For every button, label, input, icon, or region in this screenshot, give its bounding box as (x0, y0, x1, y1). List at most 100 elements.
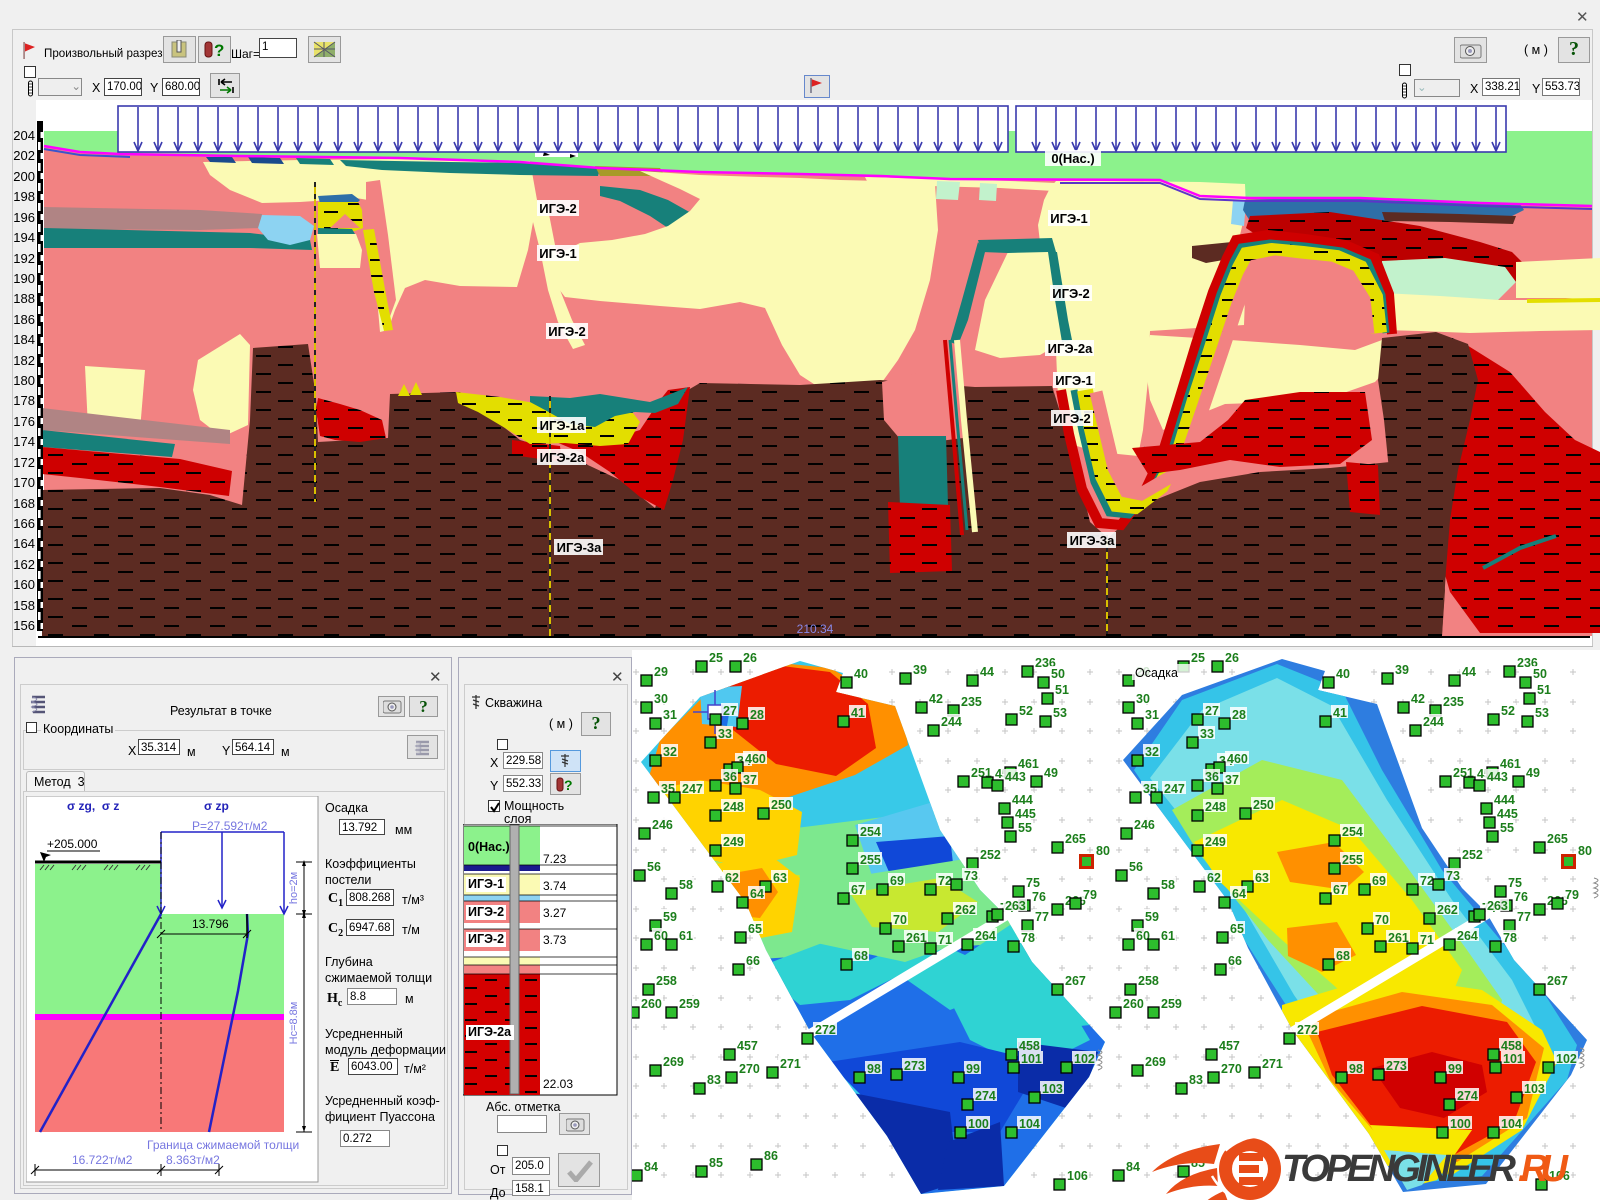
svg-text:67: 67 (851, 883, 865, 897)
svg-text:?: ? (564, 777, 573, 792)
svg-text:457: 457 (737, 1039, 758, 1053)
svg-text:461: 461 (1018, 757, 1039, 771)
svg-text:176: 176 (13, 414, 35, 429)
svg-text:29: 29 (654, 665, 668, 679)
svg-text:77: 77 (1517, 910, 1531, 924)
svg-text:85: 85 (709, 1156, 723, 1170)
svg-text:86: 86 (764, 1149, 778, 1163)
svg-text:186: 186 (13, 312, 35, 327)
svg-text:190: 190 (13, 271, 35, 286)
svg-text:80: 80 (1578, 844, 1592, 858)
svg-text:.RU: .RU (1518, 1148, 1570, 1190)
svg-text:Осадка: Осадка (1135, 666, 1178, 680)
svg-text:202: 202 (13, 148, 35, 163)
svg-text:ИГЭ-2а: ИГЭ-2а (540, 450, 586, 465)
svg-text:8.363т/м2: 8.363т/м2 (166, 1153, 220, 1167)
svg-text:ИГЭ-2а: ИГЭ-2а (1048, 341, 1094, 356)
svg-text:P=27.592т/м2: P=27.592т/м2 (192, 819, 268, 833)
svg-text:274: 274 (975, 1089, 996, 1103)
svg-text:53: 53 (1535, 706, 1549, 720)
svg-text:258: 258 (1138, 974, 1159, 988)
svg-text:172: 172 (13, 455, 35, 470)
svg-text:79: 79 (1083, 888, 1097, 902)
svg-text:445: 445 (1497, 807, 1518, 821)
svg-text:443: 443 (1487, 770, 1508, 784)
svg-text:98: 98 (867, 1062, 881, 1076)
svg-text:444: 444 (1494, 793, 1515, 807)
svg-text:170: 170 (13, 475, 35, 490)
svg-text:62: 62 (1207, 871, 1221, 885)
svg-text:ИГЭ-2: ИГЭ-2 (539, 201, 577, 216)
svg-text:263: 263 (1005, 899, 1026, 913)
svg-text:73: 73 (964, 869, 978, 883)
svg-text:0(Нас.): 0(Нас.) (468, 840, 510, 854)
svg-text:250: 250 (771, 798, 792, 812)
svg-text:75: 75 (1026, 876, 1040, 890)
svg-text:7.23: 7.23 (543, 852, 567, 866)
svg-text:164: 164 (13, 536, 35, 551)
svg-text:102: 102 (1074, 1052, 1095, 1066)
svg-text:30: 30 (1136, 692, 1150, 706)
svg-text:59: 59 (1145, 910, 1159, 924)
svg-text:66: 66 (1228, 954, 1242, 968)
svg-text:445: 445 (1015, 807, 1036, 821)
svg-text:59: 59 (663, 910, 677, 924)
svg-text:65: 65 (1230, 922, 1244, 936)
svg-text:263: 263 (1487, 899, 1508, 913)
svg-text:264: 264 (975, 929, 996, 943)
svg-text:55: 55 (1018, 821, 1032, 835)
svg-text:192: 192 (13, 251, 35, 266)
svg-text:101: 101 (1021, 1052, 1042, 1066)
svg-text:444: 444 (1012, 793, 1033, 807)
svg-text:249: 249 (723, 835, 744, 849)
svg-text:271: 271 (1262, 1057, 1283, 1071)
svg-text:69: 69 (1372, 874, 1386, 888)
svg-text:25: 25 (709, 651, 723, 665)
svg-text:63: 63 (1255, 871, 1269, 885)
svg-text:ИГЭ-3а: ИГЭ-3а (1070, 533, 1116, 548)
svg-text:ИГЭ-1: ИГЭ-1 (1055, 373, 1093, 388)
svg-text:36: 36 (723, 770, 737, 784)
svg-text:252: 252 (1462, 848, 1483, 862)
svg-text:13.796: 13.796 (192, 917, 229, 931)
svg-text:49: 49 (1526, 766, 1540, 780)
svg-text:104: 104 (1501, 1117, 1522, 1131)
svg-text:248: 248 (1205, 800, 1226, 814)
svg-text:103: 103 (1524, 1082, 1545, 1096)
svg-text:271: 271 (780, 1057, 801, 1071)
svg-text:22.03: 22.03 (543, 1077, 573, 1091)
svg-text:52: 52 (1501, 704, 1515, 718)
svg-text:106: 106 (1067, 1169, 1088, 1183)
svg-text:255: 255 (860, 853, 881, 867)
svg-text:458: 458 (1019, 1039, 1040, 1053)
svg-text:50: 50 (1051, 667, 1065, 681)
svg-text:58: 58 (679, 878, 693, 892)
svg-text:260: 260 (641, 997, 662, 1011)
svg-text:98: 98 (1349, 1062, 1363, 1076)
svg-text:198: 198 (13, 189, 35, 204)
svg-text:78: 78 (1503, 931, 1517, 945)
svg-text:0(Нас.): 0(Нас.) (1051, 151, 1094, 166)
svg-text:250: 250 (1253, 798, 1274, 812)
svg-text:460: 460 (745, 752, 766, 766)
svg-text:162: 162 (13, 557, 35, 572)
svg-text:246: 246 (652, 818, 673, 832)
svg-text:210.34: 210.34 (797, 622, 834, 636)
svg-text:61: 61 (1161, 929, 1175, 943)
svg-text:ИГЭ-1а: ИГЭ-1а (540, 418, 586, 433)
svg-text:ИГЭ-2: ИГЭ-2 (468, 932, 504, 946)
svg-text:274: 274 (1457, 1089, 1478, 1103)
svg-text:40: 40 (854, 667, 868, 681)
svg-text:104: 104 (1019, 1117, 1040, 1131)
svg-text:84: 84 (644, 1160, 658, 1174)
svg-text:3.74: 3.74 (543, 879, 567, 893)
svg-text:265: 265 (1065, 832, 1086, 846)
svg-text:264: 264 (1457, 929, 1478, 943)
svg-text:ИГЭ-1: ИГЭ-1 (539, 246, 577, 261)
svg-text:31: 31 (1145, 708, 1159, 722)
svg-text:80: 80 (1096, 844, 1110, 858)
svg-text:460: 460 (1227, 752, 1248, 766)
svg-text:42: 42 (929, 692, 943, 706)
svg-text:39: 39 (913, 663, 927, 677)
svg-text:76: 76 (1032, 890, 1046, 904)
